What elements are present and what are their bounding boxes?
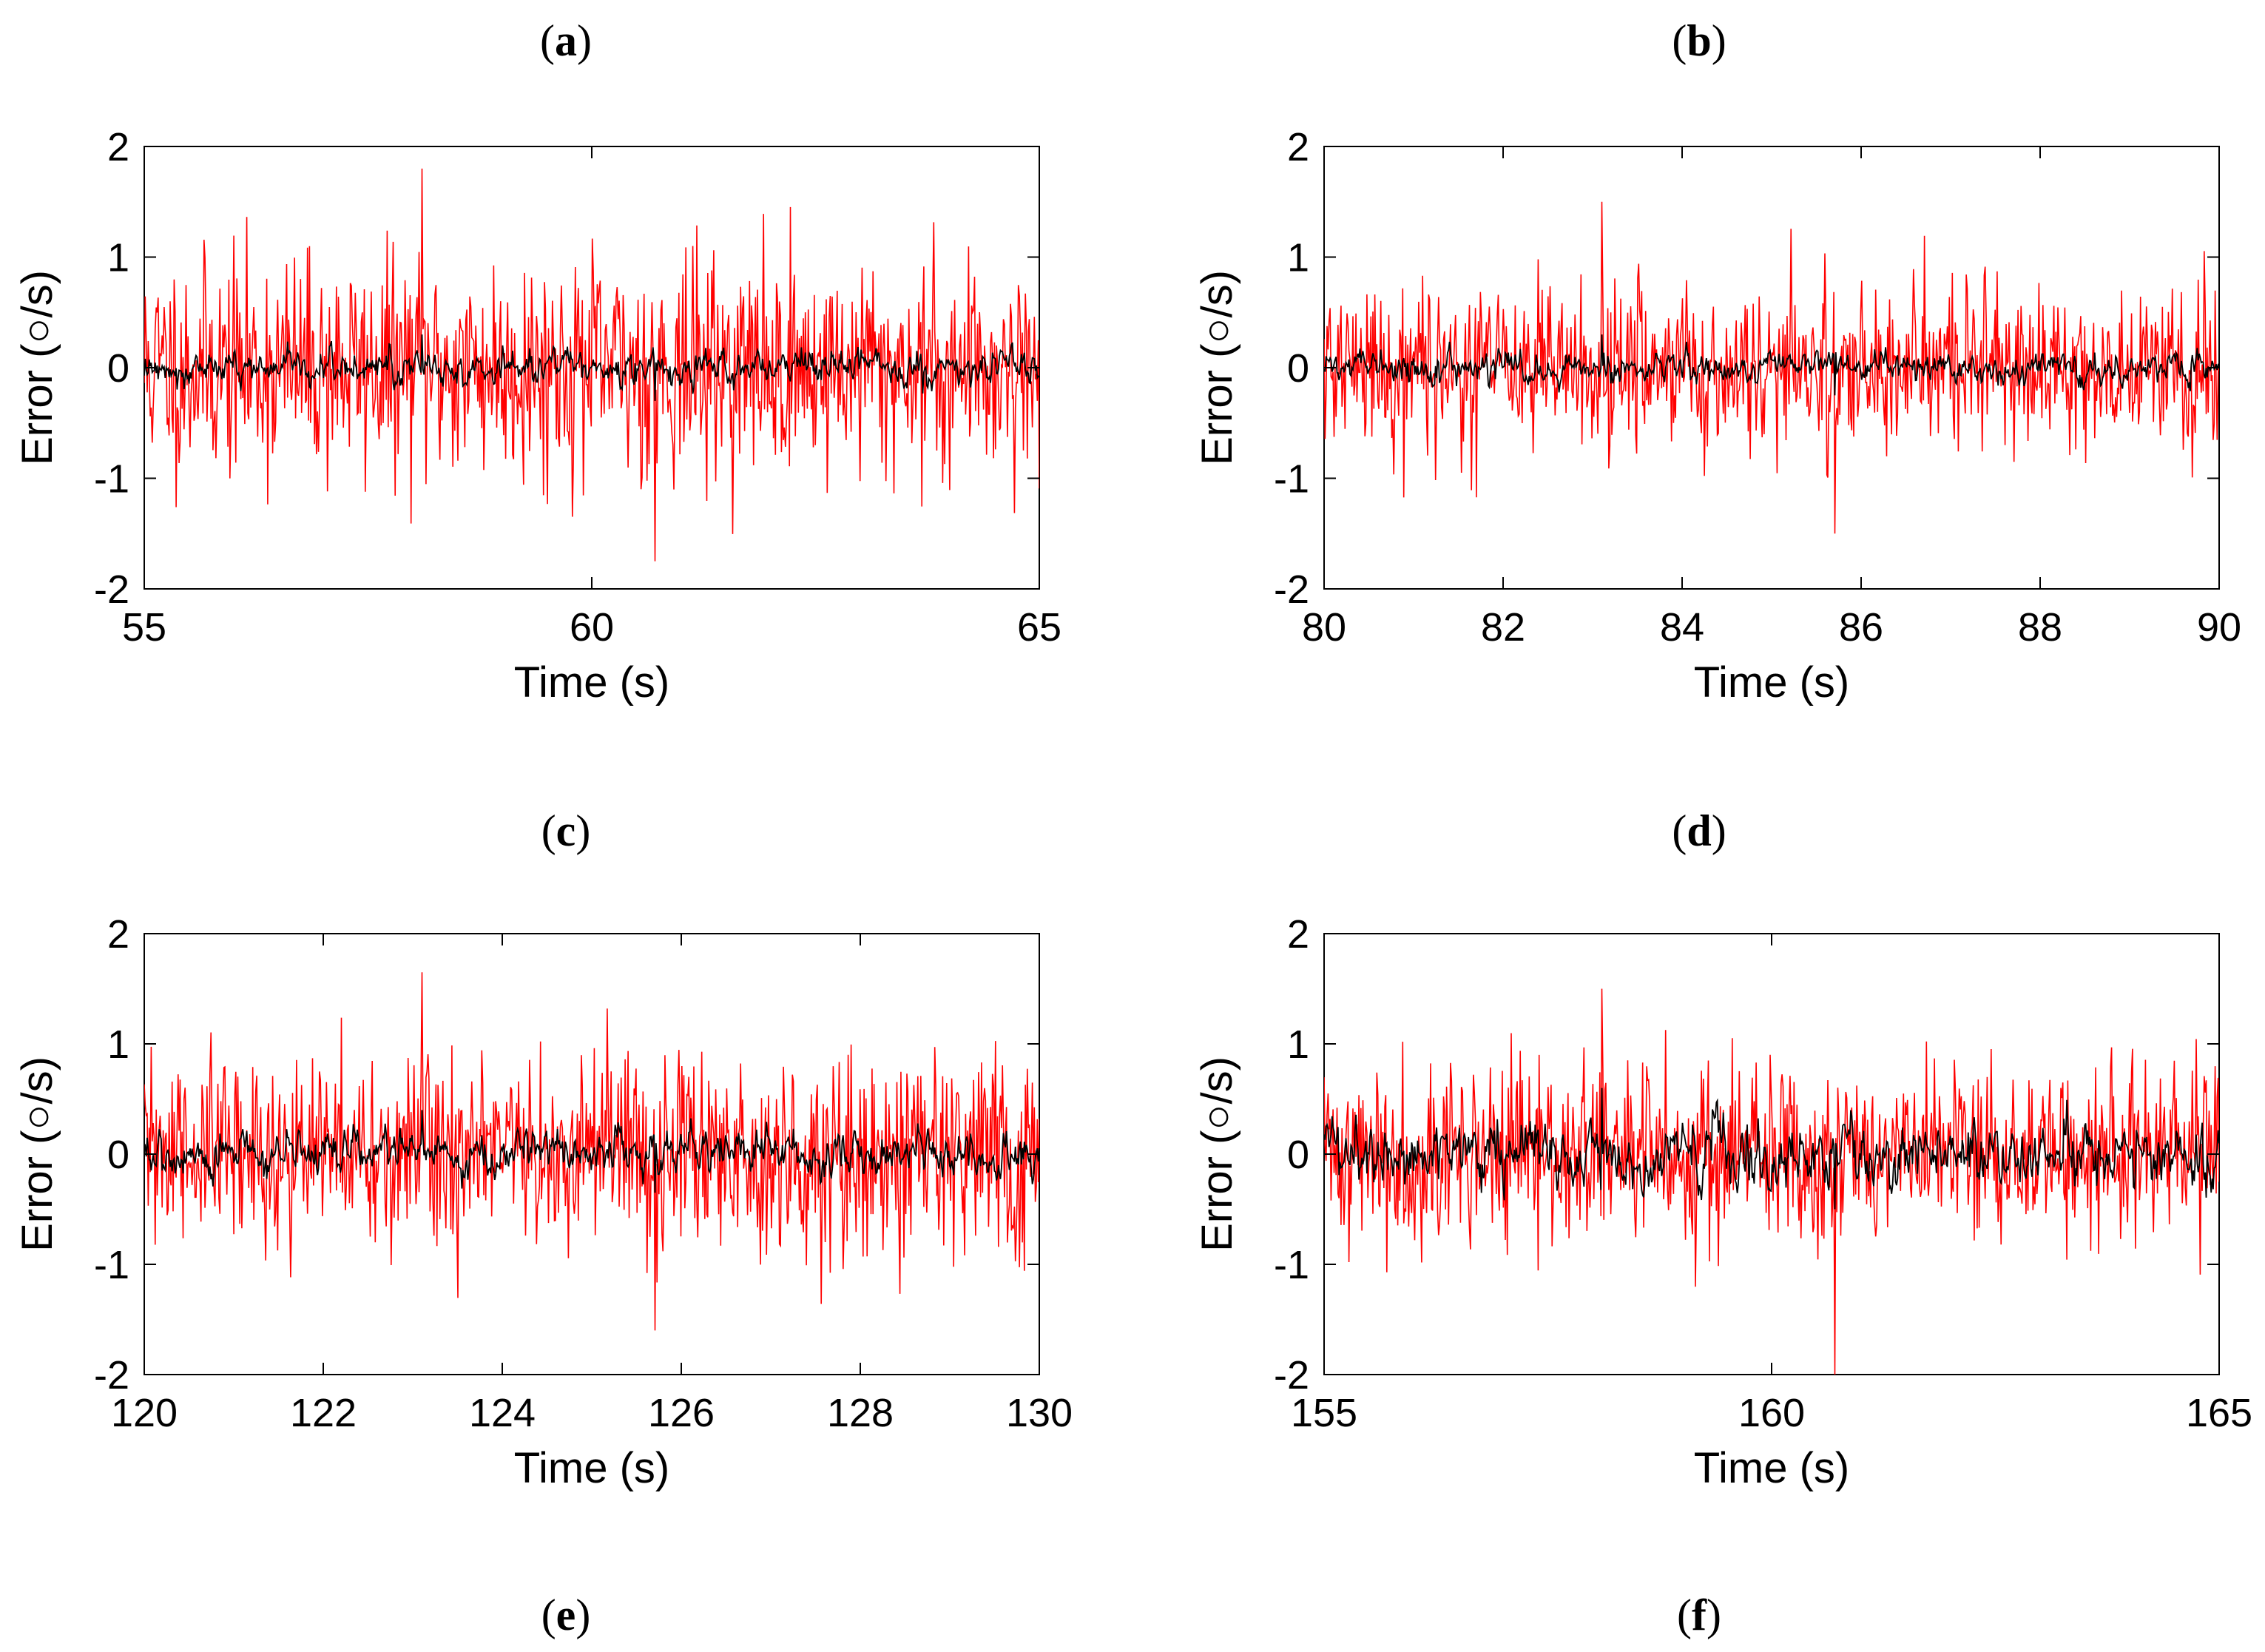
x-tick-label: 165 (2186, 1391, 2252, 1435)
x-axis-label: Time (s) (1694, 1444, 1849, 1492)
x-tick-label: 60 (570, 605, 614, 650)
y-axis-label: Error (○/s) (1193, 270, 1241, 465)
series-line-raw-error (144, 972, 1039, 1331)
y-tick-label: -1 (1274, 1243, 1309, 1287)
y-tick-label: 2 (107, 125, 129, 169)
y-tick-label: 1 (107, 236, 129, 280)
y-tick-label: -2 (1274, 1353, 1309, 1398)
panel-label-d: (d) (1672, 806, 1726, 855)
x-tick-label: 86 (1839, 605, 1883, 650)
y-tick-label: 2 (1287, 125, 1309, 169)
y-tick-label: 0 (1287, 346, 1309, 391)
chart-panel-a: -2 -1 0 1 2 55 60 65 Time (s) Error (○/s) (13, 125, 1061, 707)
x-tick-label: 130 (1006, 1391, 1073, 1435)
x-tick-label: 160 (1738, 1391, 1805, 1435)
chart-panel-d: -2 -1 0 1 2 155 160 165 Time (s) Error (○/s) (1193, 912, 2252, 1492)
y-tick-label: -1 (1274, 457, 1309, 502)
y-axis-label: Error (○/s) (13, 1056, 61, 1252)
series-line-raw-error (144, 168, 1039, 562)
y-tick-label: 2 (1287, 912, 1309, 957)
series-line-filtered-error (144, 1110, 1039, 1193)
series-line-raw-error (1324, 201, 2219, 534)
x-axis-label: Time (s) (514, 1444, 669, 1492)
chart-panel-c: -2 -1 0 1 2 120 122 124 126 128 130 Time (s) Error (… (13, 912, 1073, 1492)
y-tick-label: -2 (1274, 567, 1309, 612)
y-tick-label: 1 (1287, 236, 1309, 280)
series-line-raw-error (1324, 988, 2219, 1375)
y-tick-label: -2 (94, 567, 129, 612)
y-tick-label: -1 (94, 1243, 129, 1287)
y-tick-label: -1 (94, 457, 129, 502)
x-axis-label: Time (s) (514, 658, 669, 707)
x-axis-label: Time (s) (1694, 658, 1849, 707)
y-tick-label: 1 (1287, 1022, 1309, 1067)
x-tick-label: 80 (1302, 605, 1346, 650)
chart-panel-b: -2 -1 0 1 2 80 82 84 86 88 90 Time (s) Error (○/s) (1193, 125, 2241, 707)
y-tick-label: 1 (107, 1022, 129, 1067)
x-tick-label: 88 (2018, 605, 2062, 650)
x-tick-label: 120 (111, 1391, 178, 1435)
x-tick-label: 82 (1481, 605, 1525, 650)
x-tick-label: 65 (1017, 605, 1061, 650)
panel-label-c: (c) (541, 806, 591, 855)
y-tick-label: 0 (1287, 1133, 1309, 1177)
series-line-filtered-error (1324, 334, 2219, 396)
x-tick-label: 155 (1291, 1391, 1357, 1435)
y-tick-label: 2 (107, 912, 129, 957)
x-tick-label: 128 (827, 1391, 894, 1435)
panel-label-a: (a) (540, 16, 592, 65)
x-tick-label: 55 (122, 605, 166, 650)
x-tick-label: 126 (648, 1391, 715, 1435)
y-tick-label: 0 (107, 346, 129, 391)
y-tick-label: -2 (94, 1353, 129, 1398)
panel-label-e: (e) (541, 1591, 591, 1639)
x-tick-label: 124 (469, 1391, 536, 1435)
series-line-filtered-error (1324, 1088, 2219, 1210)
y-tick-label: 0 (107, 1133, 129, 1177)
x-tick-label: 122 (290, 1391, 357, 1435)
x-tick-label: 84 (1660, 605, 1704, 650)
y-axis-label: Error (○/s) (13, 270, 61, 465)
series-line-filtered-error (144, 334, 1039, 401)
panel-label-f: (f) (1677, 1591, 1721, 1639)
x-tick-label: 90 (2197, 605, 2241, 650)
panel-label-b: (b) (1672, 16, 1726, 65)
y-axis-label: Error (○/s) (1193, 1056, 1241, 1252)
